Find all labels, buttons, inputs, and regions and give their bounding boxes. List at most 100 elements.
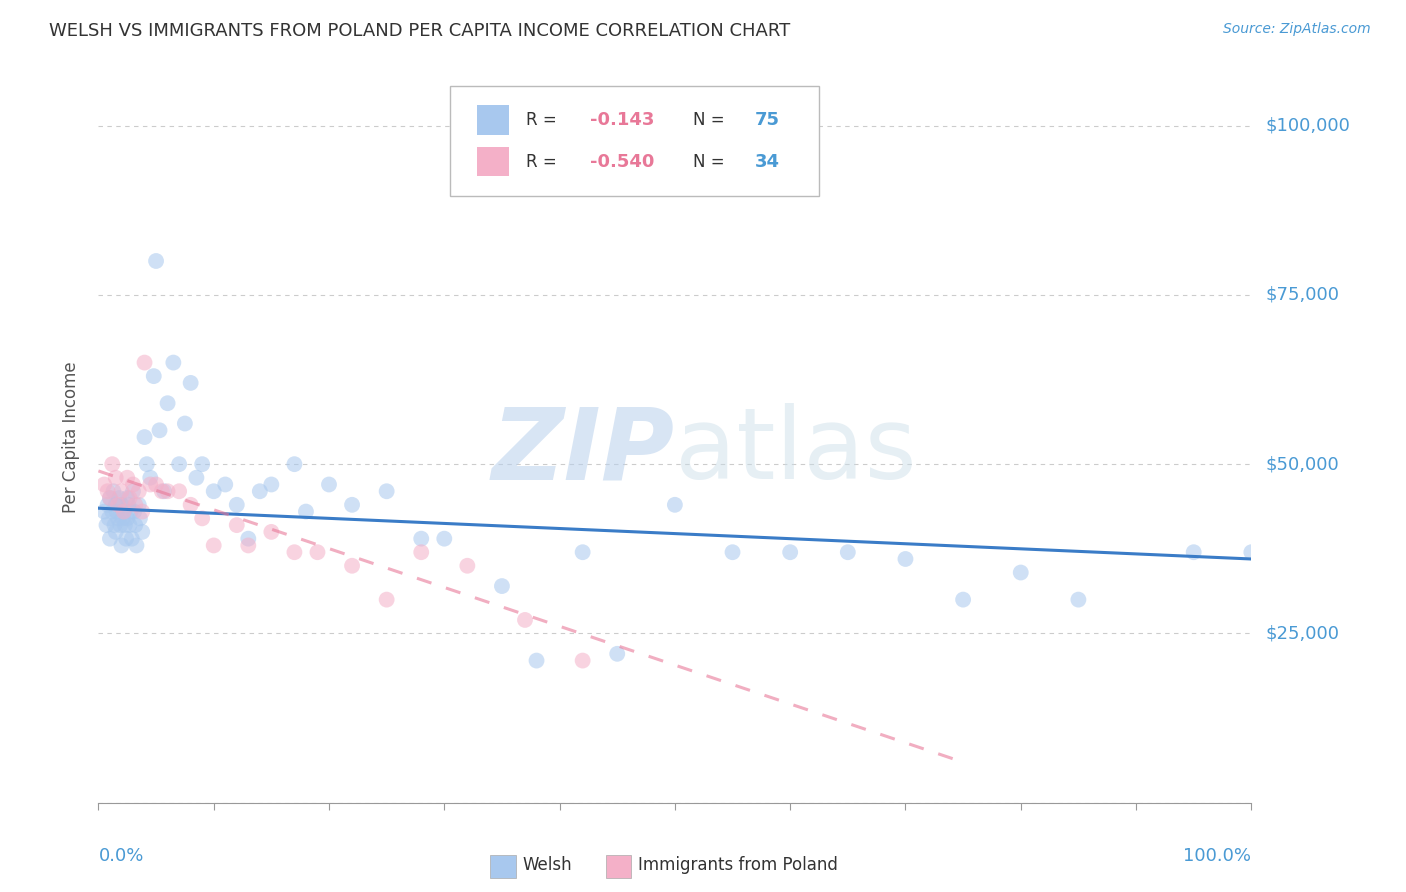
Point — [122, 484, 145, 499]
Point — [115, 532, 138, 546]
Text: N =: N = — [693, 153, 730, 170]
Point — [98, 491, 121, 505]
Point — [225, 518, 247, 533]
Text: R =: R = — [526, 111, 562, 129]
Point — [411, 545, 433, 559]
Point — [101, 457, 124, 471]
Point — [122, 477, 145, 491]
Text: $100,000: $100,000 — [1265, 117, 1350, 135]
Text: -0.540: -0.540 — [589, 153, 654, 170]
Point — [837, 545, 859, 559]
Point — [721, 545, 744, 559]
Text: Immigrants from Poland: Immigrants from Poland — [638, 856, 838, 874]
Point — [249, 484, 271, 499]
Point — [145, 254, 167, 268]
Point — [162, 355, 184, 369]
Point — [105, 505, 128, 519]
Text: 34: 34 — [755, 153, 779, 170]
Text: $25,000: $25,000 — [1265, 624, 1340, 642]
Point — [283, 457, 305, 471]
Point — [122, 505, 145, 519]
Point — [526, 654, 548, 668]
Point — [117, 491, 138, 505]
Point — [131, 524, 153, 539]
Point — [202, 538, 225, 552]
Point — [318, 477, 340, 491]
Point — [375, 592, 398, 607]
Point — [112, 505, 135, 519]
Point — [167, 457, 190, 471]
Point — [148, 423, 170, 437]
Point — [606, 647, 628, 661]
Point — [93, 477, 115, 491]
Point — [513, 613, 536, 627]
Point — [93, 505, 115, 519]
Point — [295, 505, 318, 519]
Text: 100.0%: 100.0% — [1184, 847, 1251, 864]
Point — [97, 498, 120, 512]
Point — [103, 484, 125, 499]
Text: 75: 75 — [755, 111, 779, 129]
Point — [1067, 592, 1090, 607]
Point — [225, 498, 247, 512]
Point — [1010, 566, 1032, 580]
FancyBboxPatch shape — [450, 86, 818, 195]
Bar — [477, 105, 509, 135]
Point — [97, 484, 120, 499]
Point — [114, 518, 136, 533]
Point — [142, 369, 165, 384]
Point — [139, 471, 162, 485]
Point — [153, 484, 176, 499]
Point — [101, 505, 124, 519]
Point — [145, 477, 167, 491]
Point — [238, 532, 260, 546]
Point — [117, 471, 138, 485]
Point — [108, 491, 131, 505]
Point — [238, 538, 260, 552]
Point — [125, 538, 148, 552]
Point — [104, 471, 127, 485]
Point — [186, 471, 208, 485]
Point — [952, 592, 974, 607]
Point — [283, 545, 305, 559]
Point — [174, 417, 197, 431]
Point — [128, 498, 150, 512]
Point — [150, 484, 173, 499]
Point — [96, 518, 118, 533]
Text: -0.143: -0.143 — [589, 111, 654, 129]
Point — [156, 396, 179, 410]
Point — [180, 376, 202, 390]
Point — [491, 579, 513, 593]
Point — [571, 545, 593, 559]
Y-axis label: Per Capita Income: Per Capita Income — [62, 361, 80, 513]
Point — [111, 511, 134, 525]
Point — [128, 484, 150, 499]
Point — [110, 498, 132, 512]
Text: 0.0%: 0.0% — [98, 847, 143, 864]
Point — [110, 538, 132, 552]
Point — [120, 505, 142, 519]
Text: ZIP: ZIP — [492, 403, 675, 500]
Point — [112, 505, 135, 519]
Point — [664, 498, 686, 512]
Point — [1182, 545, 1205, 559]
Text: R =: R = — [526, 153, 562, 170]
Point — [191, 511, 214, 525]
Text: WELSH VS IMMIGRANTS FROM POLAND PER CAPITA INCOME CORRELATION CHART: WELSH VS IMMIGRANTS FROM POLAND PER CAPI… — [49, 22, 790, 40]
Point — [779, 545, 801, 559]
Point — [97, 511, 120, 525]
Point — [117, 498, 139, 512]
Text: atlas: atlas — [675, 403, 917, 500]
Point — [104, 524, 127, 539]
Text: $50,000: $50,000 — [1265, 455, 1339, 473]
Text: N =: N = — [693, 111, 730, 129]
Point — [124, 518, 146, 533]
Point — [121, 532, 143, 546]
Bar — [491, 855, 516, 878]
Point — [456, 558, 478, 573]
Text: $75,000: $75,000 — [1265, 285, 1340, 304]
Point — [139, 477, 162, 491]
Point — [167, 484, 190, 499]
Point — [104, 498, 127, 512]
Point — [375, 484, 398, 499]
